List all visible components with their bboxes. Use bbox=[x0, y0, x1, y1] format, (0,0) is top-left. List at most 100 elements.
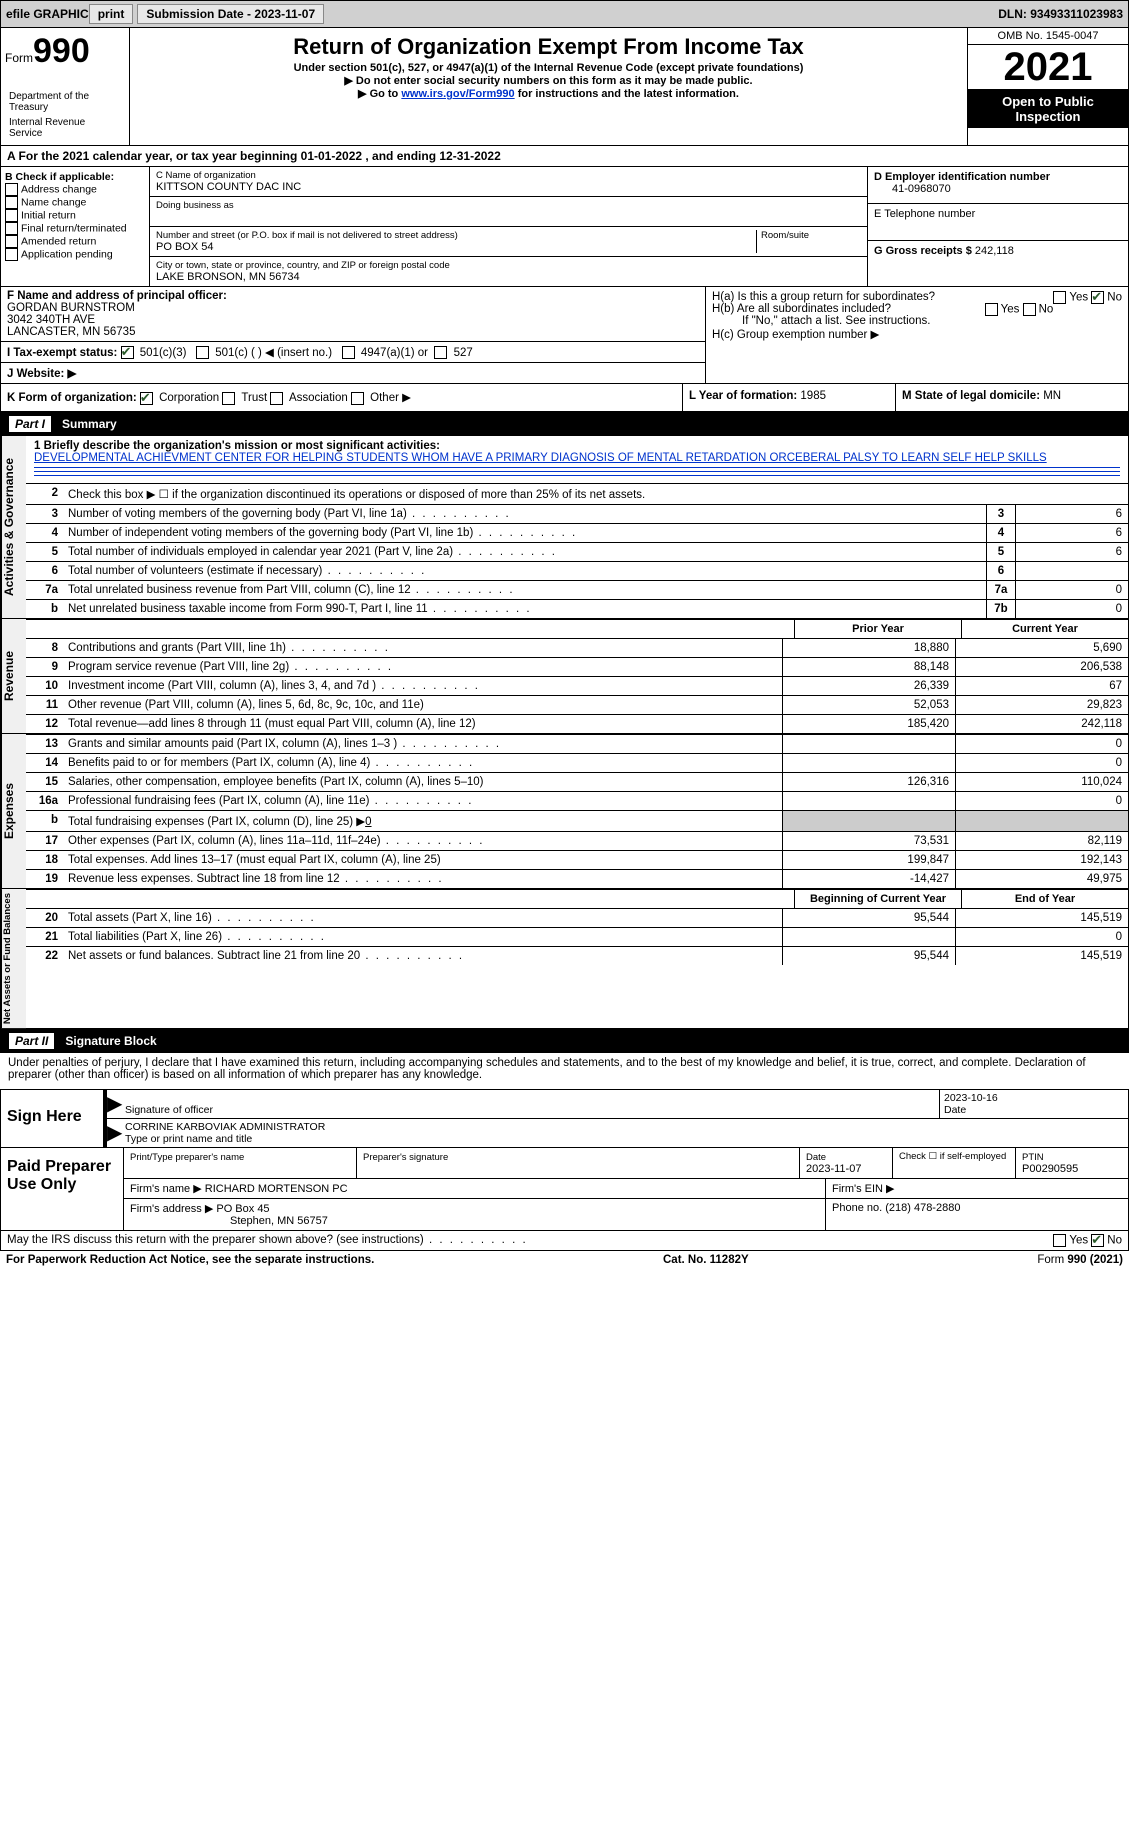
line7b: Net unrelated business taxable income fr… bbox=[64, 600, 986, 618]
cb-trust[interactable] bbox=[222, 392, 235, 405]
arrow-icon: ▶ bbox=[107, 1119, 121, 1147]
part2-header: Part II Signature Block bbox=[0, 1029, 1129, 1053]
cb-corp[interactable] bbox=[140, 392, 153, 405]
efile-label: efile GRAPHIC bbox=[6, 7, 89, 21]
revenue-block: Revenue Prior YearCurrent Year 8Contribu… bbox=[0, 619, 1129, 734]
col-current: Current Year bbox=[961, 620, 1128, 638]
cb-527[interactable] bbox=[434, 346, 447, 359]
mission: 1 Briefly describe the organization's mi… bbox=[26, 436, 1128, 483]
col-prior: Prior Year bbox=[794, 620, 961, 638]
form-header: Form990 Department of the Treasury Inter… bbox=[0, 28, 1129, 146]
cb-hb-no[interactable] bbox=[1023, 303, 1036, 316]
discuss-row: May the IRS discuss this return with the… bbox=[0, 1231, 1129, 1251]
col-boy: Beginning of Current Year bbox=[794, 890, 961, 908]
i-tax-status: I Tax-exempt status: 501(c)(3) 501(c) ( … bbox=[1, 342, 705, 363]
b-label: B Check if applicable: bbox=[5, 171, 145, 183]
vlabel-na: Net Assets or Fund Balances bbox=[1, 889, 26, 1028]
cb-address[interactable] bbox=[5, 183, 18, 196]
print-button[interactable]: print bbox=[89, 4, 134, 24]
year-formation: 1985 bbox=[800, 390, 826, 402]
top-bar: efile GRAPHIC print Submission Date - 20… bbox=[0, 0, 1129, 28]
ptin: P00290595 bbox=[1022, 1163, 1078, 1175]
h-group: H(a) Is this a group return for subordin… bbox=[705, 287, 1128, 383]
line4: Number of independent voting members of … bbox=[64, 524, 986, 542]
state-domicile: MN bbox=[1043, 390, 1061, 402]
street-label: Number and street (or P.O. box if mail i… bbox=[156, 230, 756, 241]
line7a: Total unrelated business revenue from Pa… bbox=[64, 581, 986, 599]
irs-link[interactable]: www.irs.gov/Form990 bbox=[401, 88, 514, 100]
room-label: Room/suite bbox=[761, 230, 861, 241]
firm-addr2: Stephen, MN 56757 bbox=[130, 1215, 328, 1227]
firm-phone: (218) 478-2880 bbox=[885, 1202, 960, 1214]
activities-governance: Activities & Governance 1 Briefly descri… bbox=[0, 436, 1129, 619]
city-label: City or town, state or province, country… bbox=[156, 260, 861, 271]
dept-treasury: Department of the Treasury bbox=[5, 89, 125, 115]
sig-date: 2023-10-16 bbox=[944, 1092, 998, 1104]
omb-number: OMB No. 1545-0047 bbox=[968, 28, 1128, 45]
cb-initial[interactable] bbox=[5, 209, 18, 222]
cb-discuss-no[interactable] bbox=[1091, 1234, 1104, 1247]
org-name: KITTSON COUNTY DAC INC bbox=[156, 181, 861, 193]
form-number: 990 bbox=[33, 32, 90, 70]
tax-year: 2021 bbox=[968, 45, 1128, 90]
part1-header: Part I Summary bbox=[0, 412, 1129, 436]
sign-here-block: Sign Here ▶ Signature of officer 2023-10… bbox=[0, 1089, 1129, 1148]
line3: Number of voting members of the governin… bbox=[64, 505, 986, 523]
j-website: J Website: ▶ bbox=[1, 363, 705, 383]
perjury-declaration: Under penalties of perjury, I declare th… bbox=[0, 1053, 1129, 1085]
form-word: Form bbox=[5, 51, 33, 65]
block-bcd: B Check if applicable: Address change Na… bbox=[0, 167, 1129, 287]
gross-val: 242,118 bbox=[975, 245, 1014, 257]
cb-other[interactable] bbox=[351, 392, 364, 405]
cb-amended[interactable] bbox=[5, 235, 18, 248]
vlabel-rev: Revenue bbox=[1, 619, 26, 733]
form-title: Return of Organization Exempt From Incom… bbox=[138, 34, 959, 60]
ein: 41-0968070 bbox=[874, 183, 1122, 195]
cb-application[interactable] bbox=[5, 248, 18, 261]
submission-date: Submission Date - 2023-11-07 bbox=[137, 4, 324, 24]
cb-ha-yes[interactable] bbox=[1053, 291, 1066, 304]
line5: Total number of individuals employed in … bbox=[64, 543, 986, 561]
c-name-label: C Name of organization bbox=[156, 170, 861, 181]
cb-501c3[interactable] bbox=[121, 346, 134, 359]
street: PO BOX 54 bbox=[156, 241, 756, 253]
cb-discuss-yes[interactable] bbox=[1053, 1234, 1066, 1247]
page-footer: For Paperwork Reduction Act Notice, see … bbox=[0, 1251, 1129, 1269]
cb-ha-no[interactable] bbox=[1091, 291, 1104, 304]
netassets-block: Net Assets or Fund Balances Beginning of… bbox=[0, 889, 1129, 1029]
dba-label: Doing business as bbox=[156, 200, 861, 211]
cb-4947[interactable] bbox=[342, 346, 355, 359]
cb-final[interactable] bbox=[5, 222, 18, 235]
paid-preparer-block: Paid Preparer Use Only Print/Type prepar… bbox=[0, 1148, 1129, 1231]
subtitle-3: ▶ Go to www.irs.gov/Form990 for instruct… bbox=[138, 87, 959, 100]
city: LAKE BRONSON, MN 56734 bbox=[156, 271, 861, 283]
line6: Total number of volunteers (estimate if … bbox=[64, 562, 986, 580]
vlabel-ag: Activities & Governance bbox=[1, 436, 26, 618]
k-l-m-row: K Form of organization: Corporation Trus… bbox=[0, 384, 1129, 411]
cb-name[interactable] bbox=[5, 196, 18, 209]
gross-label: G Gross receipts $ bbox=[874, 245, 975, 257]
cb-assoc[interactable] bbox=[270, 392, 283, 405]
line2: Check this box ▶ ☐ if the organization d… bbox=[64, 484, 1128, 504]
irs-label: Internal Revenue Service bbox=[5, 115, 125, 141]
col-b-checkboxes: B Check if applicable: Address change Na… bbox=[1, 167, 150, 286]
phone-label: E Telephone number bbox=[874, 208, 1122, 220]
firm-name: RICHARD MORTENSON PC bbox=[205, 1183, 348, 1195]
officer-name: CORRINE KARBOVIAK ADMINISTRATOR bbox=[125, 1121, 325, 1133]
firm-addr1: PO Box 45 bbox=[216, 1203, 269, 1215]
vlabel-exp: Expenses bbox=[1, 734, 26, 888]
paid-label: Paid Preparer Use Only bbox=[1, 1148, 123, 1230]
cb-hb-yes[interactable] bbox=[985, 303, 998, 316]
ein-label: D Employer identification number bbox=[874, 171, 1122, 183]
cb-501c[interactable] bbox=[196, 346, 209, 359]
expenses-block: Expenses 13Grants and similar amounts pa… bbox=[0, 734, 1129, 889]
block-fhij: F Name and address of principal officer:… bbox=[0, 287, 1129, 384]
col-eoy: End of Year bbox=[961, 890, 1128, 908]
period-line-a: A For the 2021 calendar year, or tax yea… bbox=[0, 146, 1129, 167]
sign-here-label: Sign Here bbox=[1, 1090, 103, 1147]
f-officer: F Name and address of principal officer:… bbox=[1, 287, 705, 342]
subtitle-1: Under section 501(c), 527, or 4947(a)(1)… bbox=[138, 62, 959, 74]
arrow-icon: ▶ bbox=[107, 1090, 121, 1118]
dln: DLN: 93493311023983 bbox=[998, 7, 1123, 21]
open-public: Open to Public Inspection bbox=[968, 90, 1128, 128]
